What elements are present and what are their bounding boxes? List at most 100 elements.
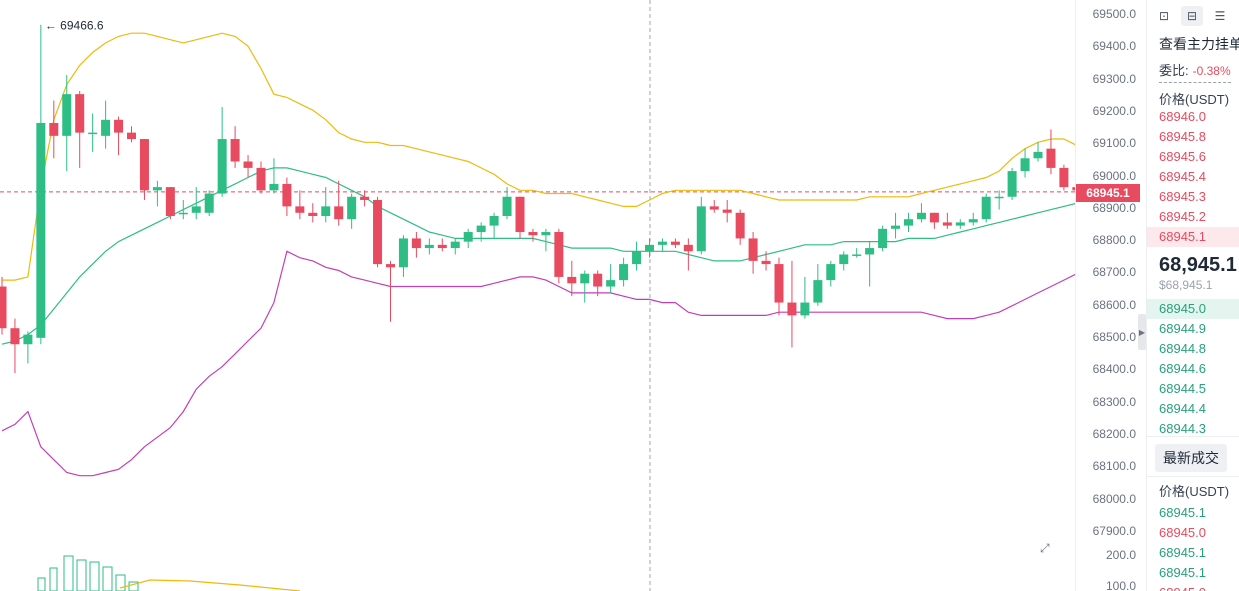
candle-down — [567, 276, 577, 284]
bid-row[interactable]: 68944.5 — [1159, 381, 1206, 396]
candle-down — [308, 212, 318, 216]
candle-down — [929, 212, 939, 223]
volume-bar — [63, 555, 74, 591]
candle-up — [541, 232, 551, 236]
volume-bar — [37, 577, 46, 591]
candle-down — [722, 209, 732, 213]
fullscreen-icon[interactable]: ⤢ — [1040, 541, 1050, 555]
candle-down — [360, 196, 370, 200]
bid-row[interactable]: 68944.3 — [1159, 421, 1206, 436]
candle-up — [1007, 171, 1017, 197]
high-price-marker: ← 69466.6 — [45, 19, 104, 33]
candle-down — [774, 264, 784, 303]
candle-down — [528, 232, 538, 236]
candle-up — [800, 302, 810, 316]
volume-bar — [102, 566, 113, 591]
order-ratio-label: 委比: — [1159, 63, 1189, 78]
candle-up — [852, 254, 862, 256]
bid-row[interactable]: 68944.4 — [1159, 401, 1206, 416]
price-axis-tick: 69000.0 — [1092, 168, 1136, 183]
volume-bar — [49, 567, 58, 591]
ask-row[interactable]: 68945.4 — [1159, 169, 1206, 184]
candle-up — [955, 222, 965, 226]
orderbook-both-icon[interactable]: ⊡ — [1158, 9, 1170, 23]
candle-down — [748, 238, 758, 261]
candlestick-chart[interactable]: ← 69466.6 ⤢ — [0, 0, 1075, 591]
candle-down — [735, 212, 745, 239]
price-axis-tick: 67900.0 — [1092, 523, 1136, 538]
price-axis-tick: 69200.0 — [1092, 103, 1136, 118]
ask-row[interactable]: 68945.1 — [1147, 227, 1239, 247]
last-price: 68,945.1 — [1159, 254, 1237, 276]
price-axis-tick: 69500.0 — [1092, 7, 1136, 21]
candle-up — [424, 244, 434, 249]
ask-row[interactable]: 68945.3 — [1159, 189, 1206, 204]
view-main-orders-link[interactable]: 查看主力挂单 — [1159, 36, 1239, 52]
candle-down — [1059, 167, 1069, 188]
candle-up — [580, 273, 590, 284]
trades-price-header: 价格(USDT) — [1159, 484, 1230, 499]
last-price-usd: $68,945.1 — [1159, 278, 1213, 292]
candle-up — [398, 238, 408, 268]
bid-row[interactable]: 68944.8 — [1159, 341, 1206, 356]
ask-row[interactable]: 68946.0 — [1159, 109, 1206, 124]
candle-down — [437, 244, 447, 249]
divider — [1147, 476, 1239, 477]
candle-up — [36, 123, 46, 338]
candle-down — [761, 260, 771, 265]
bid-row[interactable]: 68944.9 — [1159, 321, 1206, 336]
candle-up — [891, 225, 901, 229]
candle-up — [916, 212, 926, 220]
candle-up — [696, 206, 706, 252]
candle-down — [515, 196, 525, 233]
ask-row[interactable]: 68945.2 — [1159, 209, 1206, 224]
volume-bar — [115, 574, 126, 591]
candle-down — [295, 206, 305, 213]
volume-ma-line — [119, 579, 301, 591]
bid-row[interactable]: 68945.0 — [1147, 299, 1239, 319]
bollinger-upper-band — [2, 32, 1075, 281]
candle-up — [813, 280, 823, 303]
candle-up — [191, 206, 201, 213]
chart-canvas[interactable]: ← 69466.6 — [0, 0, 1075, 591]
price-axis-tick: 69100.0 — [1092, 136, 1136, 151]
trade-row: 68945.1 — [1159, 565, 1206, 580]
candle-down — [1072, 187, 1075, 191]
collapse-panel-handle[interactable]: ▶ — [1138, 314, 1146, 350]
candle-up — [23, 334, 33, 345]
candle-up — [968, 219, 978, 223]
candle-up — [463, 232, 473, 242]
candle-up — [88, 132, 98, 135]
orderbook-split-icon[interactable]: ⊟ — [1181, 6, 1203, 26]
trade-row: 68945.1 — [1159, 545, 1206, 560]
trade-row: 68945.0 — [1147, 583, 1239, 591]
trade-row: 68945.0 — [1159, 525, 1206, 540]
candle-down — [49, 123, 59, 136]
candle-up — [878, 228, 888, 249]
latest-trades-button[interactable]: 最新成交 — [1155, 444, 1227, 472]
price-axis-tick: 68900.0 — [1092, 200, 1136, 215]
candle-up — [204, 193, 214, 213]
volume-axis-tick: 100.0 — [1105, 579, 1136, 591]
candle-down — [942, 222, 952, 226]
orderbook-list-icon[interactable]: ☰ — [1214, 9, 1226, 23]
candle-down — [256, 167, 266, 191]
bid-row[interactable]: 68944.6 — [1159, 361, 1206, 376]
candle-up — [865, 248, 875, 255]
price-axis-tick: 69400.0 — [1092, 39, 1136, 54]
candle-down — [1046, 148, 1056, 168]
price-axis-tick: 68200.0 — [1092, 426, 1136, 441]
candle-down — [282, 183, 292, 207]
candle-up — [476, 225, 486, 233]
price-axis-tick: 68000.0 — [1092, 491, 1136, 506]
ask-row[interactable]: 68945.6 — [1159, 149, 1206, 164]
price-axis-tick: 69300.0 — [1092, 71, 1136, 86]
order-ratio-value: -0.38% — [1192, 64, 1231, 78]
ask-row[interactable]: 68945.8 — [1159, 129, 1206, 144]
candle-up — [645, 244, 654, 252]
candle-down — [373, 199, 383, 265]
candle-down — [787, 302, 797, 316]
divider — [1147, 436, 1239, 437]
candle-up — [269, 183, 279, 191]
